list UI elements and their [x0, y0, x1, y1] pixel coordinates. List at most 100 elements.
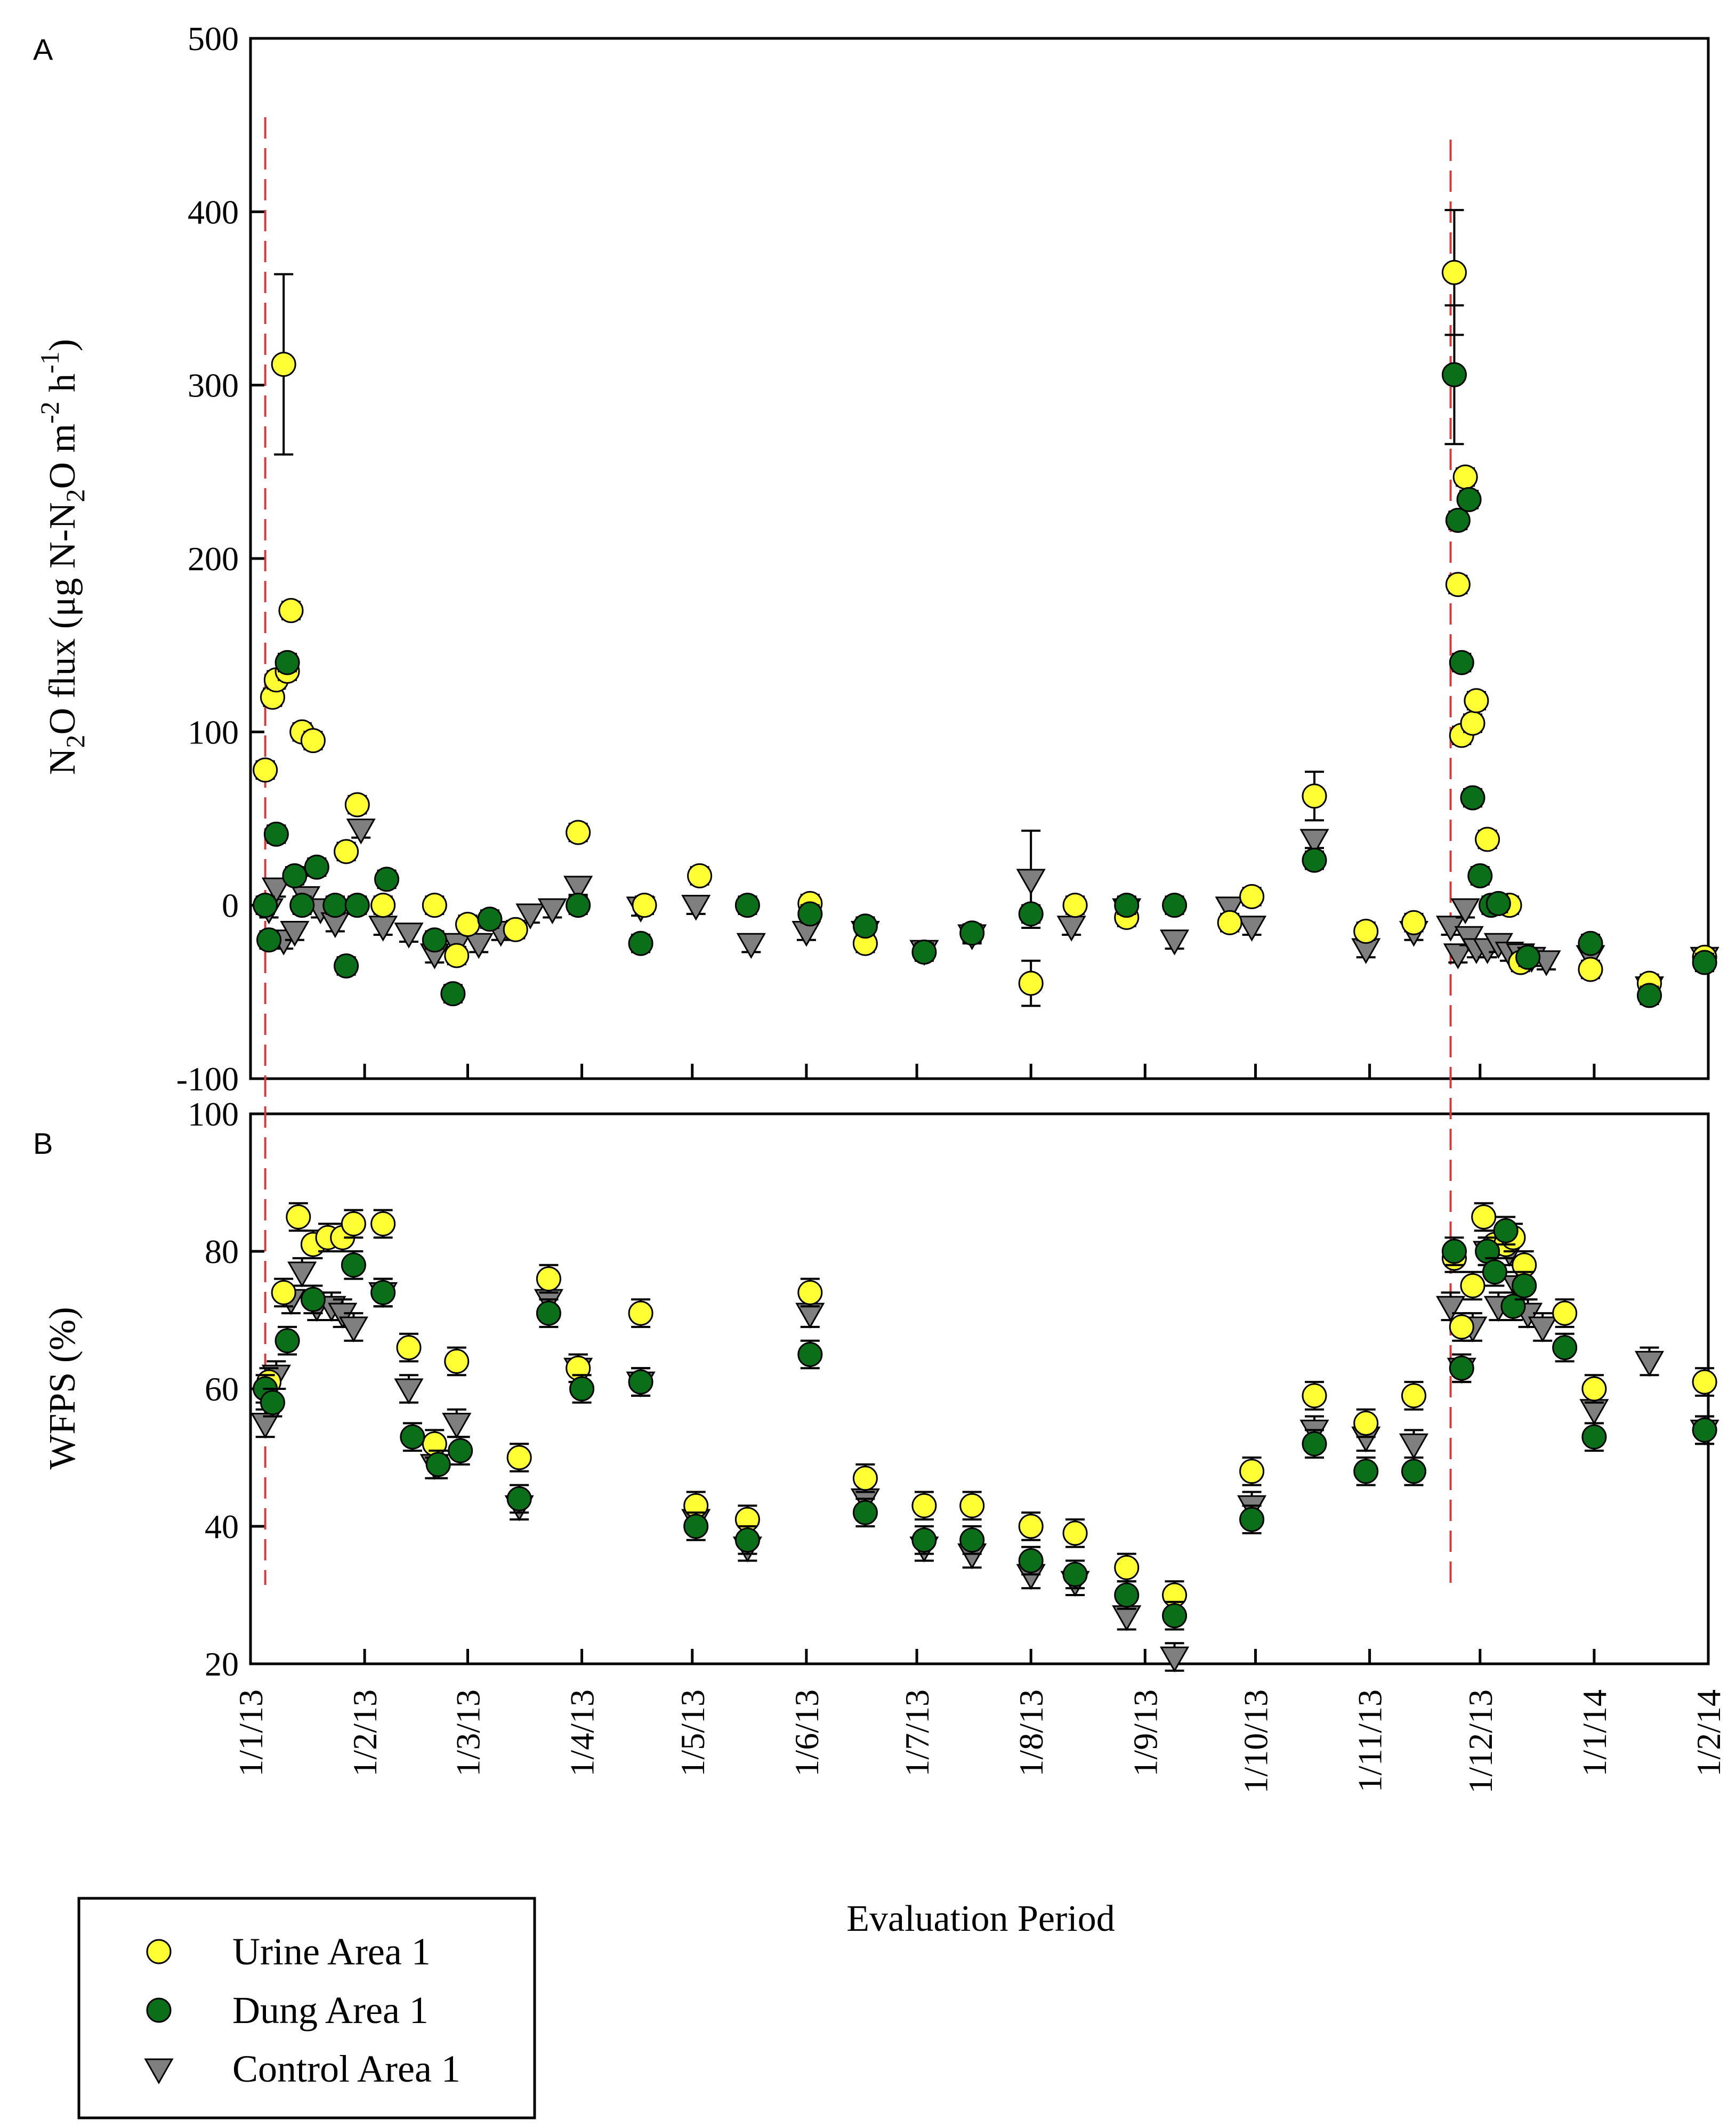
panel-b-urine-area-1-point [1449, 1314, 1474, 1340]
panel-b-dung-area-1-point [1581, 1424, 1607, 1450]
panel-a-urine-area-1-point [566, 820, 591, 845]
panel-a-dung-area-1-point [1636, 983, 1662, 1008]
panel-b-control-area-1-point [1399, 1433, 1429, 1460]
panel-a-dung-area-1-point [1018, 901, 1044, 927]
panel-a-control-area-1-point [464, 933, 494, 959]
panel-a-dung-area-1-point [911, 940, 937, 965]
panel-a-control-area-1-point [1159, 929, 1190, 956]
panel-b-frame [249, 1112, 1710, 1665]
panel-b-urine-area-1-point [286, 1204, 311, 1229]
panel-b-dung-area-1-point [797, 1342, 823, 1367]
panel-a-control-area-1-point [346, 819, 376, 845]
legend-dung-area-1-marker [146, 1997, 172, 2023]
panel-a-dung-area-1-point [304, 854, 329, 880]
panel-b-control-area-1-point [1528, 1316, 1557, 1342]
panel-b-dung-area-1-point [1114, 1582, 1140, 1608]
panel-a-urine-area-1-point [278, 598, 304, 624]
panel-b-dung-area-1-point [1441, 1239, 1467, 1264]
panel-a-control-area-1-point [1237, 916, 1267, 942]
panel-b-dung-area-1-point [1062, 1561, 1088, 1587]
panel-a-dung-area-1-point [1456, 487, 1482, 512]
panel-b-dung-area-1-point [1482, 1259, 1507, 1285]
panel-a-urine-area-1-point [1445, 572, 1471, 597]
panel-a-dung-area-1-point [344, 893, 370, 918]
legend-control-area-1-label: Control Area 1 [232, 2048, 461, 2090]
panel-b-control-area-1-point [394, 1378, 424, 1405]
panel-a-urine-area-1-point [1217, 910, 1242, 935]
panel-b-urine-area-1-point [536, 1266, 561, 1292]
panel-b-dung-area-1-point [274, 1328, 300, 1354]
panel-a-y-tick-label: 100 [188, 713, 239, 751]
panel-b-dung-area-1-point [1353, 1459, 1379, 1484]
panel-b-urine-area-1-point [506, 1445, 532, 1470]
panel-b-dung-area-1-point [1018, 1548, 1044, 1573]
panel-a-dung-area-1-point [959, 920, 985, 946]
panel-a-dung-area-1-point [256, 927, 282, 953]
panel-b-dung-area-1-point [506, 1486, 532, 1511]
panel-a-urine-area-1-point [1475, 827, 1500, 852]
panel-a-urine-area-1-point [370, 893, 396, 918]
panel-a-control-area-1-point [394, 923, 424, 949]
panel-b-urine-area-1-point [271, 1280, 296, 1305]
panel-a-y-axis-title: N2O flux (μg N-N2O m-2 h-1) [35, 339, 90, 775]
panel-b-dung-area-1-point [370, 1280, 396, 1305]
panel-b-dung-area-1-point [260, 1390, 285, 1415]
panel-a-urine-area-1-point [253, 757, 278, 783]
x-tick-label: 1/9/13 [1126, 1689, 1164, 1777]
panel-b-urine-area-1-point [1114, 1555, 1140, 1580]
panel-b-urine-area-1-point [1552, 1300, 1578, 1326]
panel-b-urine-area-1-point [1460, 1273, 1485, 1298]
panel-b-control-area-1-point [442, 1413, 472, 1439]
panel-a-y-tick-label: 400 [188, 193, 239, 231]
panel-a-control-area-1-point [1299, 829, 1329, 855]
panel-b-dung-area-1-point [852, 1500, 878, 1525]
panel-a-dung-area-1-point [1692, 950, 1717, 975]
panel-a-dung-area-1-point [1445, 507, 1471, 533]
panel-a-dung-area-1-point [1114, 893, 1140, 918]
panel-a-control-area-1-point [368, 916, 398, 942]
panel-a-control-area-1-point [736, 933, 766, 959]
x-tick-label: 1/2/14 [1690, 1689, 1727, 1777]
panel-a-control-area-1-point [1056, 916, 1086, 942]
panel-b-dung-area-1-point [1302, 1431, 1327, 1457]
panel-a-dung-area-1-point [1485, 891, 1511, 916]
panel-a-y-tick-label: 300 [188, 367, 239, 404]
panel-a-dung-area-1-point [628, 931, 653, 956]
treatment-event-lines [264, 117, 1452, 1585]
legend-urine-area-1-label: Urine Area 1 [232, 1930, 431, 1973]
panel-a-dung-area-1-point [334, 953, 359, 979]
x-tick-label: 1/2/13 [346, 1689, 384, 1777]
panel-b-dung-area-1-point [911, 1527, 937, 1553]
legend-urine-area-1-marker [146, 1939, 172, 1964]
panel-a-urine-area-1-point [1464, 688, 1489, 714]
panel-a-dung-area-1-point [1302, 847, 1327, 873]
panel-a-control-area-1-point [1016, 869, 1046, 895]
panel-b-y-tick-label: 80 [205, 1233, 239, 1271]
panel-a-urine-area-1-point [300, 728, 326, 754]
x-axis-ticks: 1/1/13 1/2/13 1/3/13 1/4/13 1/5/13 1/6/13 1/7/… [232, 1064, 1727, 1794]
panel-b-dung-area-1-point [448, 1438, 473, 1463]
panel-b-dung-area-1-point [1692, 1417, 1717, 1443]
panel-a-dung-area-1-point [1515, 944, 1541, 970]
panel-a-control-area-1-point [1215, 896, 1245, 923]
panel-b-y-tick-label: 60 [205, 1370, 239, 1408]
panel-b-urine-area-1-point [1353, 1411, 1379, 1436]
panel-a-urine-area-1-point [1401, 910, 1426, 935]
panel-b-urine-area-1-point [628, 1300, 653, 1326]
panel-b-dung-area-1-point [1512, 1273, 1537, 1298]
panel-a-dung-area-1-point [566, 893, 591, 918]
x-tick-label: 1/1/14 [1576, 1689, 1613, 1777]
panel-b-dung-area-1-point [1162, 1603, 1188, 1629]
x-tick-label: 1/11/13 [1351, 1689, 1389, 1792]
panel-a-dung-area-1-point [797, 901, 823, 927]
x-tick-label: 1/4/13 [563, 1689, 601, 1777]
panel-b-y-tick-label: 20 [205, 1645, 239, 1683]
panel-a-dung-area-1-point [1441, 362, 1467, 387]
panel-a-urine-area-1-point [632, 893, 657, 918]
panel-b-dung-area-1-point [628, 1369, 653, 1395]
panel-a-y-tick-label: 200 [188, 540, 239, 578]
x-tick-label: 1/1/13 [232, 1689, 270, 1777]
panel-b-urine-area-1-point [911, 1493, 937, 1518]
panel-a-urine-area-1-point [1302, 783, 1327, 809]
panel-b-control-area-1-point [328, 1302, 358, 1329]
